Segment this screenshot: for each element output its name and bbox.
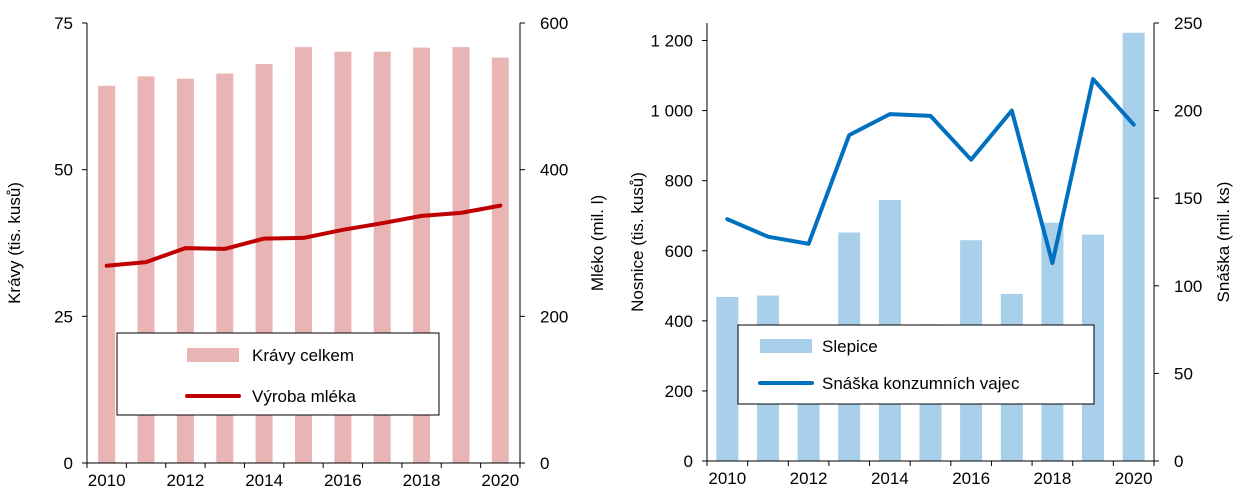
line-series — [725, 77, 1136, 265]
chart-hens-eggs: 0 200 400 600 800 1 000 1 200 0 50 100 150 200 250 20… — [628, 14, 1233, 488]
y-axis-title: Nosnice (tis. kusů) — [628, 172, 647, 312]
x-tick-label: 2020 — [1115, 469, 1153, 488]
legend-box — [116, 332, 440, 416]
x-tick-label: 2020 — [481, 471, 519, 489]
y-tick-label: 75 — [54, 14, 73, 33]
bar-2020 — [491, 57, 509, 463]
y-tick-label: 800 — [665, 172, 693, 191]
x-tick-label: 2014 — [871, 469, 909, 488]
legend-swatch-bar — [187, 348, 239, 362]
y-tick-label: 400 — [665, 312, 693, 331]
legend-swatch-bar — [760, 339, 812, 353]
chart-cows-milk: 0 25 50 75 0 200 400 600 2010 2012 2014 2016 2018 202… — [5, 14, 607, 489]
line-series — [104, 203, 503, 268]
y-tick-label: 0 — [684, 452, 693, 471]
y2-tick-label: 200 — [1174, 102, 1202, 121]
x-tick-label: 2018 — [403, 471, 441, 489]
y-axis-title: Krávy (tis. kusů) — [5, 182, 24, 304]
y2-tick-label: 600 — [540, 14, 568, 33]
bar-2010 — [98, 85, 116, 464]
y2-axis-title: Mléko (mil. l) — [588, 195, 607, 291]
legend-label-line: Výroba mléka — [252, 387, 356, 406]
y2-tick-label: 100 — [1174, 277, 1202, 296]
x-tick-label: 2010 — [88, 471, 126, 489]
y-tick-label: 25 — [54, 307, 73, 326]
y2-tick-label: 0 — [1174, 452, 1183, 471]
y2-tick-label: 50 — [1174, 364, 1193, 383]
legend-label-line: Snáška konzumních vajec — [822, 374, 1020, 393]
line-path — [725, 77, 1136, 265]
y-tick-label: 600 — [665, 242, 693, 261]
x-tick-label: 2018 — [1033, 469, 1071, 488]
y-tick-label: 1 200 — [650, 32, 693, 51]
x-tick-label: 2012 — [790, 469, 828, 488]
axes: 0 200 400 600 800 1 000 1 200 0 50 100 150 200 250 20… — [650, 14, 1202, 488]
legend-label-bar: Krávy celkem — [252, 346, 354, 365]
y2-tick-label: 200 — [540, 307, 568, 326]
x-tick-label: 2016 — [952, 469, 990, 488]
x-tick-label: 2014 — [245, 471, 283, 489]
y2-tick-label: 0 — [540, 454, 549, 473]
y-tick-label: 50 — [54, 161, 73, 180]
y2-axis-title: Snáška (mil. ks) — [1214, 182, 1233, 303]
y-tick-label: 200 — [665, 382, 693, 401]
x-tick-label: 2016 — [324, 471, 362, 489]
y-tick-label: 1 000 — [650, 102, 693, 121]
y2-tick-label: 400 — [540, 161, 568, 180]
bar-2020 — [1122, 32, 1145, 462]
legend: Krávy celkem Výroba mléka — [116, 332, 440, 416]
legend: Slepice Snáška konzumních vajec — [737, 324, 1095, 405]
y-tick-label: 0 — [64, 454, 73, 473]
legend-box — [737, 324, 1095, 405]
axes: 0 25 50 75 0 200 400 600 2010 2012 2014 2016 2018 202… — [54, 14, 568, 489]
y2-tick-label: 150 — [1174, 189, 1202, 208]
x-tick-label: 2012 — [166, 471, 204, 489]
x-tick-label: 2010 — [708, 469, 746, 488]
bar-2019 — [452, 47, 470, 463]
y2-tick-label: 250 — [1174, 14, 1202, 33]
bar-2010 — [716, 297, 739, 461]
legend-label-bar: Slepice — [822, 337, 878, 356]
